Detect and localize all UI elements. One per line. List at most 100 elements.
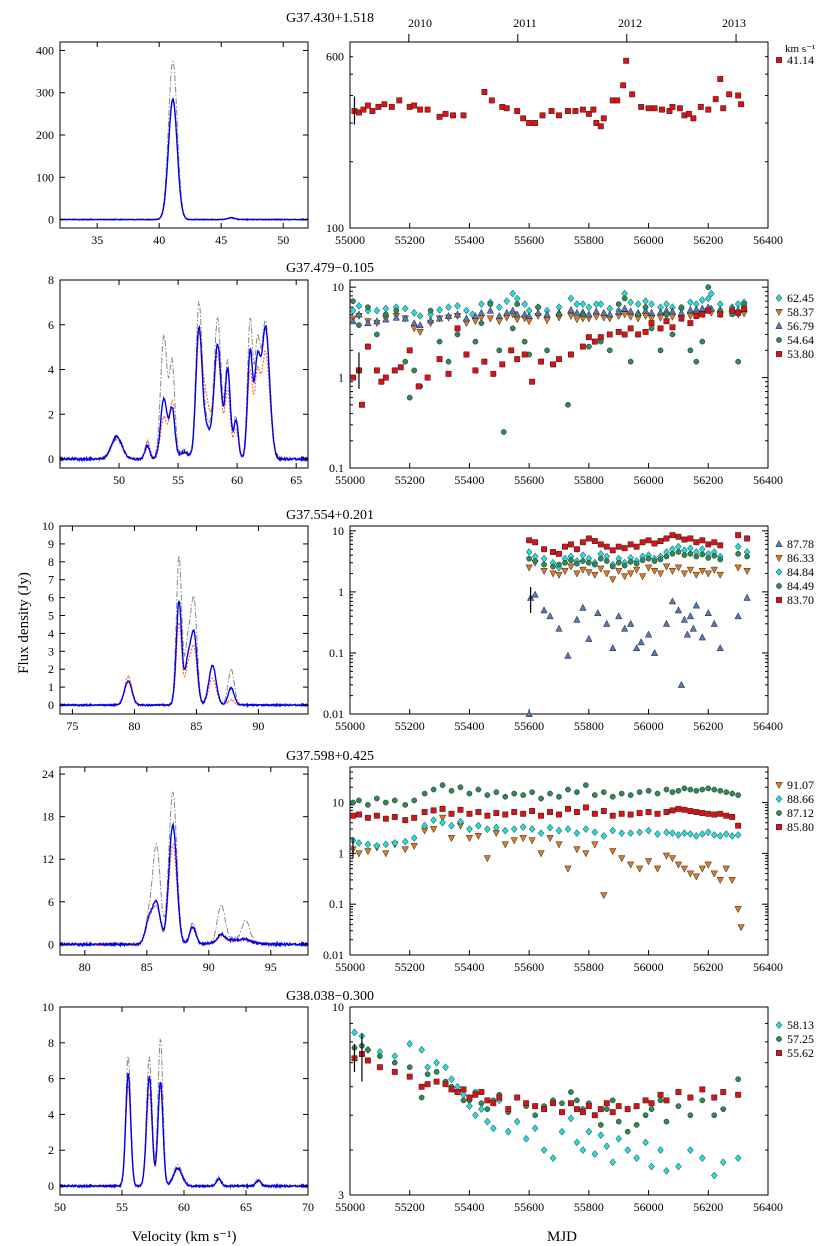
data-point (591, 1150, 599, 1158)
data-point (539, 112, 546, 119)
data-point (618, 829, 625, 838)
data-point (683, 630, 692, 638)
panel-row: G37.479−0.105 50 55 60 65 0 2 4 6 8 55000 55200 5540… (48, 261, 814, 487)
data-point (582, 804, 589, 811)
data-point (410, 834, 418, 842)
spectrum-max-line (60, 555, 308, 708)
data-point (565, 786, 571, 793)
x-tick-label: 55000 (335, 960, 365, 974)
data-point (597, 334, 604, 341)
data-point (406, 1039, 414, 1048)
data-point (654, 790, 661, 797)
x-tick-label: 55400 (454, 233, 484, 247)
data-point (657, 1097, 664, 1104)
data-point (349, 317, 357, 325)
data-point (674, 564, 683, 572)
data-point (681, 829, 688, 838)
data-point (705, 555, 712, 561)
legend-label: 56.79 (787, 319, 814, 333)
series-41.14 (351, 57, 745, 130)
x-tick-label: 55800 (574, 473, 604, 487)
x-tick-label: 55400 (454, 473, 484, 487)
x-tick-label: 55800 (574, 719, 604, 733)
data-point (668, 597, 677, 605)
data-point (693, 553, 700, 560)
data-point (540, 606, 548, 614)
x-tick-label: 56000 (634, 719, 664, 733)
data-point (687, 1094, 694, 1101)
data-point (734, 564, 742, 572)
data-point (734, 906, 742, 914)
y-tick-label: 2 (48, 407, 54, 421)
data-point (579, 1146, 587, 1154)
data-point (704, 609, 712, 617)
data-point (550, 361, 556, 368)
data-point (495, 303, 503, 312)
data-point (705, 541, 712, 548)
x-tick-label: 56200 (693, 233, 723, 247)
y-tick-label: 300 (36, 86, 54, 100)
x-tick-label: 90 (252, 719, 264, 733)
data-point (686, 313, 695, 321)
data-point (486, 315, 494, 323)
data-point (462, 314, 471, 322)
data-point (360, 106, 367, 113)
data-point (579, 1109, 586, 1116)
data-point (648, 1106, 655, 1112)
y-tick-label: 100 (36, 170, 54, 184)
data-point (627, 559, 634, 565)
data-point (615, 308, 623, 316)
data-point (582, 850, 590, 858)
data-point (513, 1117, 521, 1126)
data-point (373, 842, 381, 850)
data-point (615, 328, 622, 335)
data-point (439, 782, 446, 788)
data-point (600, 892, 608, 900)
data-point (496, 347, 503, 354)
data-point (656, 314, 665, 322)
data-point (532, 1112, 538, 1119)
data-point (594, 609, 602, 617)
y-tick-label: 0 (48, 937, 54, 951)
data-point (632, 644, 641, 652)
data-point (663, 535, 670, 542)
data-point (510, 825, 518, 833)
data-point (585, 110, 592, 117)
data-point (382, 799, 389, 806)
data-point (573, 829, 581, 838)
data-point (603, 558, 610, 564)
data-point (564, 825, 572, 833)
data-point (618, 810, 625, 817)
data-point (457, 806, 464, 813)
data-point (503, 297, 511, 306)
data-point (627, 325, 634, 332)
data-point (642, 1138, 649, 1147)
data-point (477, 314, 486, 322)
timeseries-frame (349, 1006, 769, 1196)
data-point (579, 551, 587, 560)
data-point (692, 601, 700, 609)
panel-row: G37.554+0.201 75 80 85 90 0 1 2 3 4 5 6 7 8 9 10 55000 55… (42, 508, 814, 733)
x-tick-label: 65 (290, 473, 302, 487)
data-point (627, 570, 635, 578)
data-point (680, 865, 689, 873)
data-point (621, 295, 628, 302)
data-point (623, 57, 630, 64)
data-point (591, 810, 598, 817)
y-tick-label: 3 (48, 644, 54, 658)
data-point (692, 571, 700, 579)
spectrum-frame (59, 41, 309, 229)
data-point (521, 351, 528, 358)
data-point (466, 825, 473, 833)
data-point (546, 823, 554, 832)
data-point (698, 865, 706, 873)
data-point (668, 313, 677, 321)
data-point (463, 351, 470, 358)
y-tick-label: 4 (48, 626, 54, 640)
data-point (364, 102, 371, 109)
data-point (642, 297, 649, 306)
data-point (645, 826, 652, 835)
data-point (365, 1047, 371, 1053)
data-point (572, 108, 579, 114)
data-point (579, 343, 586, 350)
